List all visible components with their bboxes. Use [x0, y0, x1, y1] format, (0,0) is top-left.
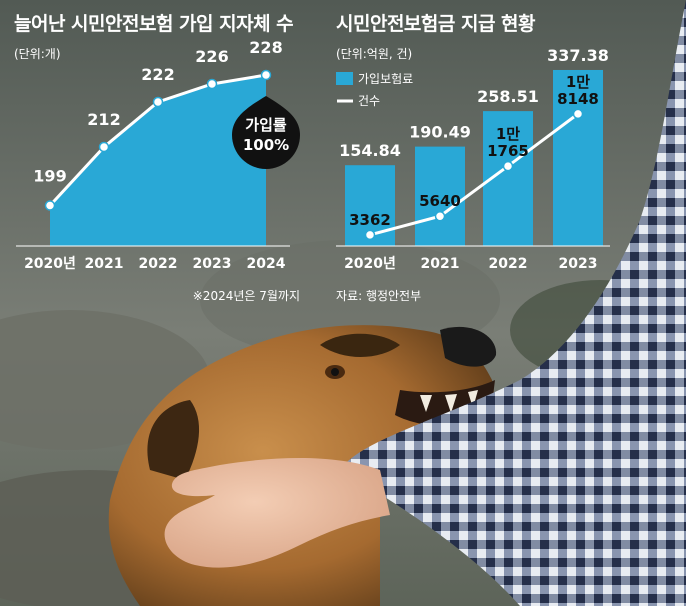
left-value-labels: 199 212 222 226 228 [33, 38, 282, 186]
left-chart-unit: (단위:개) [14, 47, 61, 61]
left-chart-note: ※2024년은 7월까지 [193, 289, 300, 303]
legend-line-label: 건수 [358, 94, 380, 108]
left-value-label: 228 [249, 38, 282, 57]
left-chart: 늘어난 시민안전보험 가입 지자체 수 (단위:개) 199 212 222 226 2… [14, 13, 300, 303]
legend-bar-swatch [336, 72, 353, 85]
right-x-ticks: 2020년 2021 2022 2023 [344, 256, 597, 272]
right-count-point [502, 160, 514, 172]
right-count-label: 1만 [496, 125, 520, 143]
right-chart-unit: (단위:억원, 건) [336, 47, 412, 61]
left-x-tick-label: 2022 [139, 256, 178, 272]
right-chart: 시민안전보험금 지급 현황 (단위:억원, 건) 가입보험료 건수 154.84… [336, 12, 610, 303]
right-count-line [369, 112, 579, 237]
left-x-ticks: 2020년 2021 2022 2023 2024 [24, 256, 286, 272]
left-point [152, 96, 164, 108]
right-x-tick-label: 2021 [421, 256, 460, 272]
right-bar-value-label: 190.49 [409, 123, 471, 142]
right-bar-value-label: 154.84 [339, 141, 401, 160]
right-count-points [364, 108, 584, 241]
rate-badge-line2: 100% [243, 136, 289, 154]
right-bar-value-label: 337.38 [547, 46, 609, 65]
left-value-label: 212 [87, 110, 120, 129]
left-point [44, 200, 56, 211]
left-points [44, 69, 272, 211]
left-value-label: 199 [33, 167, 66, 186]
right-count-label: 8148 [557, 90, 599, 108]
right-x-tick-label: 2023 [559, 256, 598, 272]
left-value-label: 226 [195, 47, 228, 66]
left-point [98, 141, 110, 153]
rate-badge: 가입률 100% [232, 96, 300, 169]
right-count-label: 3362 [349, 211, 391, 229]
right-count-point [364, 229, 376, 241]
rate-badge-line1: 가입률 [245, 116, 287, 134]
left-area-fill [50, 75, 266, 246]
left-value-label: 222 [141, 65, 174, 84]
right-x-tick-label: 2020년 [344, 256, 396, 272]
legend-bar-label: 가입보험료 [358, 72, 413, 86]
right-bar [553, 69, 603, 247]
right-bars [345, 69, 603, 247]
right-count-point [434, 210, 446, 222]
right-bar [415, 146, 465, 246]
right-bar-labels: 154.84 190.49 258.51 337.38 [339, 46, 609, 160]
right-count-label: 1765 [487, 142, 529, 160]
left-x-tick-label: 2020년 [24, 256, 76, 272]
left-point [206, 78, 218, 90]
right-bar-value-label: 258.51 [477, 87, 539, 106]
right-count-label: 1만 [566, 73, 590, 91]
left-point [260, 69, 272, 81]
legend: 가입보험료 건수 [336, 72, 413, 108]
left-x-tick-label: 2023 [193, 256, 232, 272]
right-count-label: 5640 [419, 192, 461, 210]
right-count-point [572, 108, 584, 120]
right-x-tick-label: 2022 [489, 256, 528, 272]
right-chart-title: 시민안전보험금 지급 현황 [336, 12, 536, 35]
left-x-tick-label: 2024 [247, 256, 286, 272]
right-chart-source: 자료: 행정안전부 [336, 288, 421, 303]
left-x-tick-label: 2021 [85, 256, 124, 272]
left-chart-title: 늘어난 시민안전보험 가입 지자체 수 [14, 13, 293, 35]
